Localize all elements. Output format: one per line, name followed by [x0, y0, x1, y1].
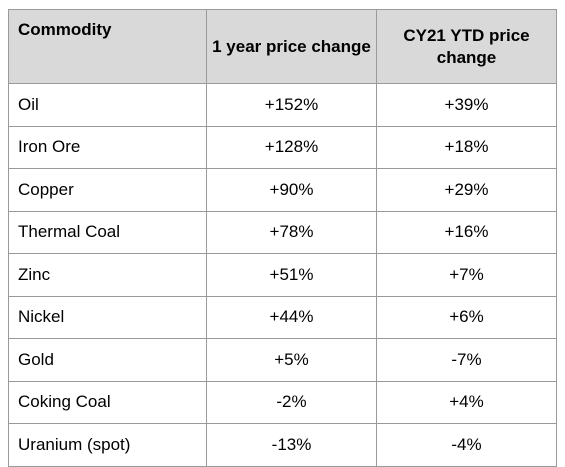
ytd-change-cell: +18% [376, 125, 557, 169]
ytd-change-cell: +7% [376, 253, 557, 297]
header-commodity: Commodity [8, 9, 207, 84]
table-row: Nickel +44% +6% [8, 295, 557, 339]
ytd-change-cell: +16% [376, 210, 557, 254]
table-row: Thermal Coal +78% +16% [8, 210, 557, 254]
one-year-change-cell: +78% [206, 210, 377, 254]
commodity-cell: Nickel [8, 295, 207, 339]
one-year-change-cell: +44% [206, 295, 377, 339]
ytd-change-cell: +6% [376, 295, 557, 339]
commodity-cell: Copper [8, 168, 207, 212]
ytd-change-cell: +4% [376, 380, 557, 424]
commodity-cell: Thermal Coal [8, 210, 207, 254]
header-1-year-price-change: 1 year price change [206, 9, 377, 84]
ytd-change-cell: +39% [376, 83, 557, 127]
table-row: Zinc +51% +7% [8, 253, 557, 297]
header-cy21-ytd-price-change: CY21 YTD price change [376, 9, 557, 84]
table-row: Uranium (spot) -13% -4% [8, 423, 557, 467]
table-row: Iron Ore +128% +18% [8, 125, 557, 169]
table-row: Copper +90% +29% [8, 168, 557, 212]
table-header-row: Commodity 1 year price change CY21 YTD p… [8, 9, 557, 84]
ytd-change-cell: -7% [376, 338, 557, 382]
table-row: Coking Coal -2% +4% [8, 380, 557, 424]
ytd-change-cell: +29% [376, 168, 557, 212]
one-year-change-cell: +51% [206, 253, 377, 297]
commodity-cell: Coking Coal [8, 380, 207, 424]
one-year-change-cell: +90% [206, 168, 377, 212]
commodity-cell: Oil [8, 83, 207, 127]
ytd-change-cell: -4% [376, 423, 557, 467]
one-year-change-cell: -2% [206, 380, 377, 424]
commodity-price-table: Commodity 1 year price change CY21 YTD p… [8, 9, 557, 467]
one-year-change-cell: +5% [206, 338, 377, 382]
table-row: Gold +5% -7% [8, 338, 557, 382]
table-row: Oil +152% +39% [8, 83, 557, 127]
commodity-cell: Uranium (spot) [8, 423, 207, 467]
commodity-cell: Zinc [8, 253, 207, 297]
one-year-change-cell: +128% [206, 125, 377, 169]
commodity-cell: Iron Ore [8, 125, 207, 169]
commodity-cell: Gold [8, 338, 207, 382]
table-body: Oil +152% +39% Iron Ore +128% +18% Copper +90% +… [8, 83, 557, 467]
one-year-change-cell: +152% [206, 83, 377, 127]
one-year-change-cell: -13% [206, 423, 377, 467]
